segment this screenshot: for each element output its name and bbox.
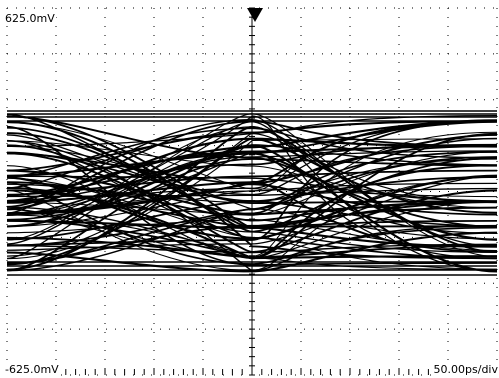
timebase-readout: 50.00ps/div <box>432 363 499 376</box>
volts-bottom-readout: -625.0mV <box>4 363 60 376</box>
eye-trace <box>6 119 498 246</box>
trigger-position-marker <box>247 8 263 22</box>
graticule-center-axes <box>6 7 498 376</box>
volts-top-readout: 625.0mV <box>4 12 56 25</box>
